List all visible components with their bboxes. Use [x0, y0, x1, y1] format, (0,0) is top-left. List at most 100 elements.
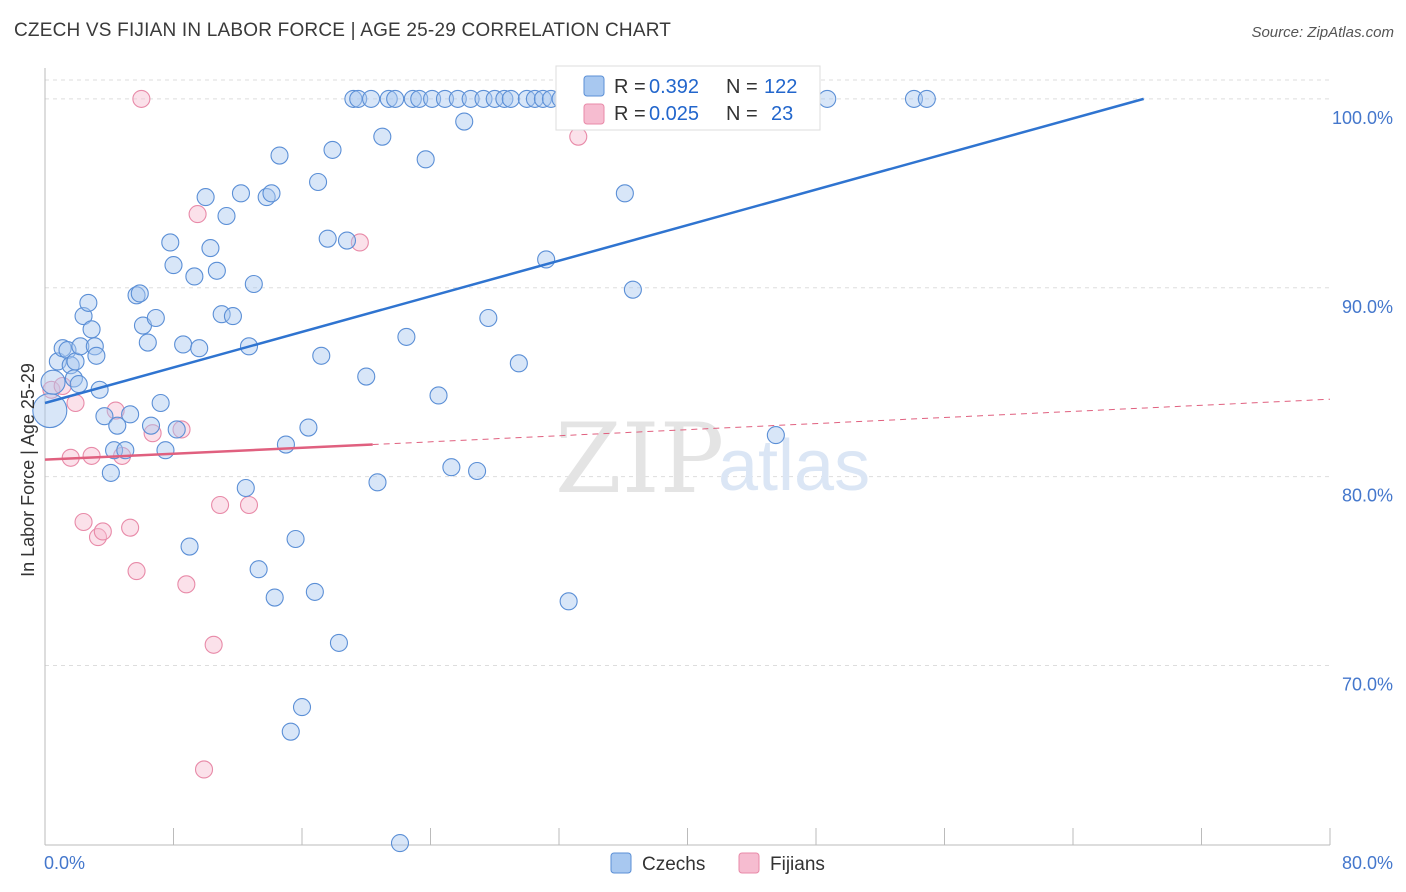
czech-point	[299, 418, 318, 437]
fijian-point	[211, 495, 230, 515]
trend-lines	[44, 97, 1331, 461]
fijian-point	[194, 760, 214, 779]
czech-point	[323, 140, 342, 159]
legend-n-label-czechs: N =	[726, 76, 758, 98]
grid: 100.0% 90.0% 80.0% 70.0%	[45, 79, 1393, 695]
fijian-point	[172, 420, 191, 439]
czech-point	[249, 560, 268, 579]
czech-point	[429, 386, 448, 405]
czech-point	[281, 722, 300, 741]
fijian-point	[74, 512, 93, 532]
czech-point	[349, 89, 368, 108]
czech-point	[108, 416, 127, 435]
legend-swatch-fijians	[583, 103, 605, 125]
czech-point	[362, 89, 381, 108]
czech-point	[127, 286, 146, 305]
czech-point	[146, 308, 165, 328]
czech-point	[390, 834, 410, 853]
czech-point	[190, 339, 209, 358]
y-tick-label: 100.0%	[1332, 108, 1393, 128]
watermark: ZIP atlas	[555, 403, 870, 515]
czech-point	[82, 320, 101, 339]
czech-point	[509, 354, 528, 373]
czech-point	[379, 89, 398, 108]
bottom-swatch-fijians	[738, 852, 760, 874]
bottom-legend: Czechs Fijians	[610, 852, 825, 875]
czech-point	[71, 337, 90, 356]
y-tick-label: 90.0%	[1342, 297, 1393, 317]
czech-point	[87, 346, 106, 365]
czech-point	[236, 478, 255, 498]
czech-point	[337, 231, 357, 250]
czech-point	[479, 308, 498, 328]
fijian-point	[88, 528, 108, 547]
czech-point	[217, 206, 236, 226]
czech-point	[292, 698, 312, 717]
czech-point	[416, 150, 435, 169]
czech-point	[265, 588, 284, 607]
fijian-point	[127, 562, 146, 581]
fijian-trend-extension	[372, 398, 1331, 446]
chart-title: CZECH VS FIJIAN IN LABOR FORCE | AGE 25-…	[14, 20, 672, 41]
czech-point	[66, 352, 85, 371]
fijian-point	[177, 575, 196, 594]
czech-point	[917, 89, 936, 108]
czech-point	[485, 89, 504, 108]
czech-point	[130, 284, 149, 303]
fijian-point	[82, 446, 101, 465]
czech-point	[270, 146, 289, 165]
czech-point	[423, 89, 442, 108]
czech-point	[212, 305, 231, 324]
fijian-point	[93, 522, 112, 541]
fijian-point	[239, 495, 259, 515]
czech-point	[161, 233, 180, 252]
czech-point	[95, 407, 114, 426]
czech-point	[309, 172, 328, 192]
czech-point	[244, 274, 263, 294]
czech-point	[344, 89, 363, 108]
czech-point	[403, 89, 422, 108]
czech-point	[318, 229, 337, 248]
czech-trend-line	[44, 97, 1145, 405]
legend-r-label-czechs: R =	[614, 76, 646, 98]
czech-point	[501, 89, 520, 108]
fijian-point	[569, 127, 588, 146]
czech-point	[207, 261, 226, 280]
czech-point	[368, 473, 387, 492]
x-tick-label-max: 80.0%	[1342, 853, 1393, 873]
czech-point	[121, 405, 140, 424]
axes: 0.0% 80.0%	[44, 68, 1393, 873]
czech-point	[559, 592, 578, 611]
fijian-trend-line	[44, 443, 373, 461]
bottom-legend-czechs: Czechs	[642, 854, 705, 875]
czech-point	[305, 582, 324, 601]
czech-point	[397, 327, 416, 346]
bottom-legend-fijians: Fijians	[770, 854, 825, 875]
czech-point	[373, 127, 392, 146]
czech-point	[615, 184, 634, 203]
x-tick-label-min: 0.0%	[44, 853, 85, 873]
fijian-point	[106, 401, 125, 420]
czech-point	[69, 375, 88, 394]
legend-r-label-fijians: R =	[614, 103, 646, 125]
czech-point	[312, 346, 331, 365]
czech-point	[231, 184, 251, 203]
czech-point	[180, 537, 199, 556]
czech-point	[156, 441, 175, 460]
czech-point	[167, 420, 186, 439]
legend-r-value-fijians: 0.025	[649, 103, 699, 125]
czech-point	[223, 307, 242, 326]
watermark-atlas: atlas	[718, 426, 870, 506]
legend-box: R = 0.392 N = 122 R = 0.025 N = 23	[555, 65, 821, 131]
czech-point	[386, 89, 405, 108]
czech-point	[286, 529, 305, 549]
czech-point	[151, 393, 170, 413]
y-axis-label: In Labor Force | Age 25-29	[18, 363, 38, 577]
source-credit: Source: ZipAtlas.com	[1251, 24, 1394, 41]
points	[32, 89, 936, 853]
czech-point	[141, 416, 161, 435]
czech-point	[495, 89, 514, 108]
czech-point	[448, 89, 467, 108]
czech-point	[116, 441, 135, 460]
